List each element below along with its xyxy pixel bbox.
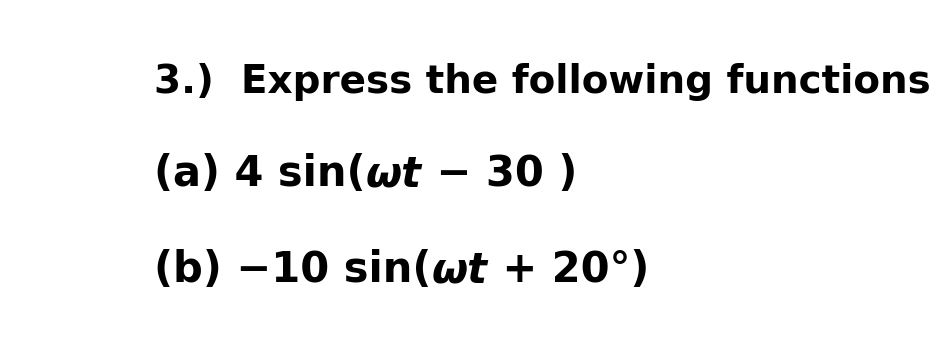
- Text: + 20°): + 20°): [488, 249, 649, 291]
- Text: 3.)  Express the following functions in cosine form: 3.) Express the following functions in c…: [154, 63, 942, 101]
- Text: ωt: ωt: [365, 153, 422, 195]
- Text: (a) 4 sin(: (a) 4 sin(: [154, 153, 365, 195]
- Text: ωt: ωt: [431, 249, 488, 291]
- Text: − 30 ): − 30 ): [422, 153, 577, 195]
- Text: (b) −10 sin(: (b) −10 sin(: [154, 249, 431, 291]
